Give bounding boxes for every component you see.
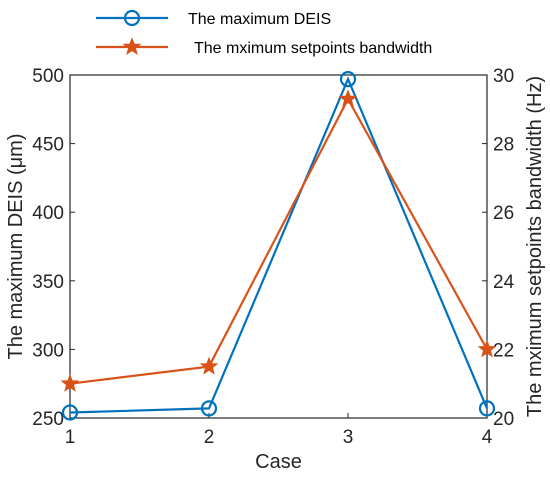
series-layer <box>60 71 497 421</box>
right-tick-label: 22 <box>493 340 514 361</box>
left-tick-label: 400 <box>32 203 64 224</box>
x-tick-label: 1 <box>65 427 76 448</box>
right-tick-label: 26 <box>493 203 514 224</box>
right-tick-label: 20 <box>493 409 514 430</box>
right-axis-label: The mximum setpoints bandwidth (Hz) <box>524 76 546 417</box>
data-point-star <box>60 373 80 392</box>
data-point-circle <box>478 400 496 417</box>
plot-frame <box>69 74 488 419</box>
left-axis-label: The maximum DEIS (μm) <box>5 134 27 360</box>
legend-label: The mximum setpoints bandwidth <box>194 40 432 57</box>
series-line <box>69 96 488 385</box>
data-point-star <box>338 89 358 108</box>
left-tick-label: 500 <box>32 66 64 87</box>
series-line <box>69 76 489 414</box>
left-axis: 250 300 350 400 450 500 <box>32 66 75 430</box>
legend-item: The mximum setpoints bandwidth <box>96 37 432 57</box>
left-tick-label: 300 <box>32 340 64 361</box>
series-2 <box>60 89 497 392</box>
right-axis: 20 22 24 26 28 30 <box>482 66 515 430</box>
right-tick-label: 24 <box>493 272 515 293</box>
left-tick-label: 450 <box>32 135 64 156</box>
x-axis-label: Case <box>255 451 302 473</box>
data-point-circle <box>200 400 218 417</box>
legend-circle-marker <box>123 9 141 27</box>
data-point-star <box>199 356 219 375</box>
legend-star-marker <box>122 37 142 56</box>
data-point-circle <box>339 71 357 88</box>
x-tick-label: 3 <box>343 427 354 448</box>
left-tick-label: 350 <box>32 272 64 293</box>
legend-item: The maximum DEIS <box>96 9 331 28</box>
data-point-circle <box>61 404 79 421</box>
x-axis: 1 2 3 4 <box>65 413 493 448</box>
right-tick-label: 28 <box>493 135 514 156</box>
legend: The maximum DEIS The mximum setpoints ban… <box>96 9 432 57</box>
right-tick-label: 30 <box>493 66 514 87</box>
series-1 <box>61 71 496 421</box>
x-tick-label: 2 <box>204 427 215 448</box>
data-point-star <box>477 339 497 358</box>
left-tick-label: 250 <box>32 409 64 430</box>
legend-label: The maximum DEIS <box>188 11 331 28</box>
x-tick-label: 4 <box>482 427 493 448</box>
